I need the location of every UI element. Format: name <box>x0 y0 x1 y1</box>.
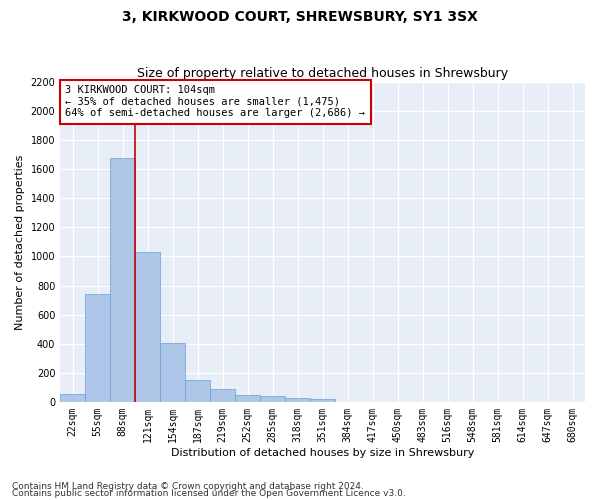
Text: 3, KIRKWOOD COURT, SHREWSBURY, SY1 3SX: 3, KIRKWOOD COURT, SHREWSBURY, SY1 3SX <box>122 10 478 24</box>
Bar <box>235 395 260 402</box>
Bar <box>310 399 335 402</box>
Text: Contains HM Land Registry data © Crown copyright and database right 2024.: Contains HM Land Registry data © Crown c… <box>12 482 364 491</box>
Bar <box>160 343 185 402</box>
X-axis label: Distribution of detached houses by size in Shrewsbury: Distribution of detached houses by size … <box>171 448 474 458</box>
Bar <box>285 398 310 402</box>
Bar <box>185 380 210 402</box>
Bar <box>135 252 160 402</box>
Bar <box>60 394 85 402</box>
Bar <box>210 390 235 402</box>
Bar <box>85 294 110 402</box>
Title: Size of property relative to detached houses in Shrewsbury: Size of property relative to detached ho… <box>137 66 508 80</box>
Bar <box>110 158 135 402</box>
Bar <box>260 396 285 402</box>
Text: 3 KIRKWOOD COURT: 104sqm
← 35% of detached houses are smaller (1,475)
64% of sem: 3 KIRKWOOD COURT: 104sqm ← 35% of detach… <box>65 86 365 118</box>
Y-axis label: Number of detached properties: Number of detached properties <box>15 154 25 330</box>
Text: Contains public sector information licensed under the Open Government Licence v3: Contains public sector information licen… <box>12 489 406 498</box>
